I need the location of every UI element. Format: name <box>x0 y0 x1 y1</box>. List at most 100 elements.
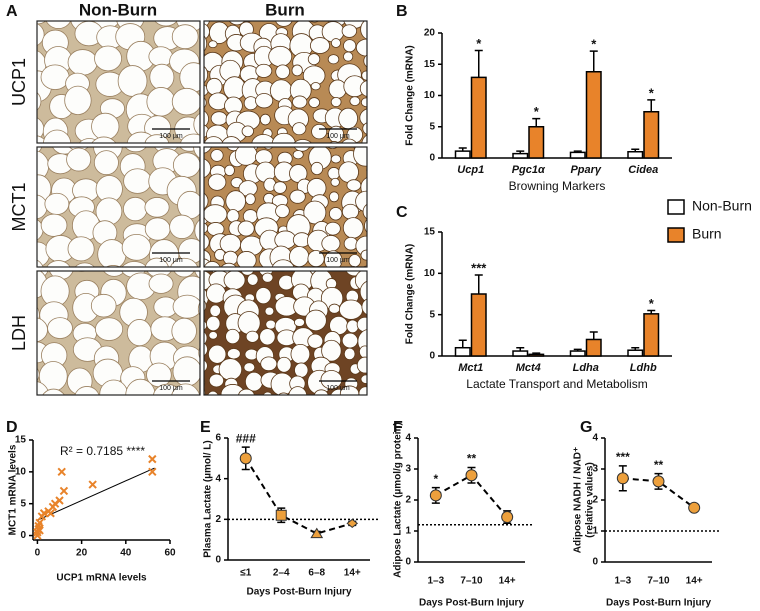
adipocyte <box>40 213 68 237</box>
adipocyte <box>171 87 200 116</box>
adipocyte <box>265 319 277 330</box>
adipocyte <box>288 404 310 423</box>
y-axis-label: Adipose Lactate (µmol/g protein) <box>393 422 404 578</box>
point <box>33 531 42 540</box>
adipocyte <box>292 150 304 160</box>
adipocyte <box>329 191 340 203</box>
adipocyte <box>307 333 324 349</box>
bar <box>512 152 529 159</box>
adipocyte <box>204 331 208 345</box>
adipocyte <box>330 154 342 164</box>
frame <box>36 146 201 268</box>
y-axis-label: (relative values) <box>585 462 596 538</box>
x-tick-label: 14+ <box>499 576 516 587</box>
x-axis-label: Days Post-Burn Injury <box>606 598 711 609</box>
adipocyte <box>275 64 291 80</box>
adipocyte <box>237 220 255 237</box>
adipocyte <box>204 136 224 143</box>
adipocyte <box>330 97 342 108</box>
micrograph <box>37 21 200 143</box>
adipocyte <box>328 79 347 99</box>
adipocyte <box>148 46 174 67</box>
frame <box>203 146 368 268</box>
adipocyte <box>255 63 273 78</box>
adipocyte <box>271 259 295 267</box>
x-tick-label: Ucp1 <box>457 164 484 176</box>
bar <box>569 350 586 357</box>
marker <box>239 452 252 465</box>
adipocyte <box>204 65 209 84</box>
adipocyte <box>307 53 321 66</box>
adipocyte <box>364 218 367 233</box>
x-tick-label: 1–3 <box>427 576 444 587</box>
panel-letter: B <box>396 3 408 20</box>
y-tick-label: 10 <box>15 466 27 477</box>
adipocyte <box>144 217 171 241</box>
adipocyte <box>245 330 260 343</box>
adipocyte <box>324 250 343 267</box>
frame <box>36 270 201 396</box>
adipocyte <box>358 386 367 395</box>
x-tick-label: 40 <box>120 548 132 559</box>
adipocyte <box>93 150 119 176</box>
adipocyte <box>180 133 200 143</box>
adipocyte <box>309 398 329 418</box>
micrograph <box>37 271 200 430</box>
x-tick-label: 14+ <box>344 568 361 579</box>
bar <box>585 338 602 357</box>
significance: *** <box>616 450 630 464</box>
adipocyte <box>292 122 307 136</box>
x-tick-label: 20 <box>76 548 88 559</box>
adipocyte <box>125 378 156 395</box>
adipocyte <box>103 271 126 277</box>
x-axis-label: Days Post-Burn Injury <box>419 598 524 609</box>
adipocyte <box>360 402 379 420</box>
adipocyte <box>37 23 45 46</box>
micrograph <box>204 21 367 143</box>
adipocyte <box>356 316 367 333</box>
significance: ### <box>236 431 256 445</box>
adipocyte <box>264 306 275 316</box>
adipocyte <box>343 347 356 361</box>
adipocyte <box>91 136 117 143</box>
adipocyte <box>204 233 210 251</box>
adipocyte <box>64 85 92 116</box>
marker <box>501 511 514 524</box>
significance: * <box>534 104 540 119</box>
adipocyte <box>353 147 367 167</box>
x-axis-label: Lactate Transport and Metabolism <box>466 377 647 391</box>
adipocyte <box>309 21 320 23</box>
adipocyte <box>222 250 239 266</box>
adipocyte <box>271 132 296 143</box>
x-tick-label: 6–8 <box>308 568 325 579</box>
bar <box>627 349 644 357</box>
marker <box>616 472 629 485</box>
adipocyte <box>294 362 309 378</box>
adipocyte <box>172 356 200 387</box>
adipocyte <box>220 262 237 267</box>
adipocyte <box>306 178 327 198</box>
adipocyte <box>337 396 360 418</box>
y-tick-label: 4 <box>592 433 598 444</box>
adipocyte <box>71 408 98 430</box>
adipocyte <box>246 273 259 286</box>
adipocyte <box>123 168 152 194</box>
y-tick-label: 2 <box>215 514 221 525</box>
bar <box>528 126 545 159</box>
adipocyte <box>121 233 152 261</box>
adipocyte <box>208 40 218 49</box>
adipocyte <box>330 38 341 48</box>
y-tick-label: 3 <box>592 464 598 475</box>
adipocyte <box>74 386 100 395</box>
scale-bar-label: 100 µm <box>159 257 183 264</box>
significance: ** <box>654 458 664 472</box>
marker <box>652 475 665 488</box>
y-tick-label: 10 <box>424 268 436 279</box>
adipocyte <box>341 203 359 220</box>
adipocyte <box>366 168 367 173</box>
point <box>88 480 97 489</box>
adipocyte <box>244 193 256 205</box>
adipocyte <box>346 319 359 334</box>
x-tick-label: 1–3 <box>614 576 631 587</box>
micrograph <box>204 271 379 423</box>
